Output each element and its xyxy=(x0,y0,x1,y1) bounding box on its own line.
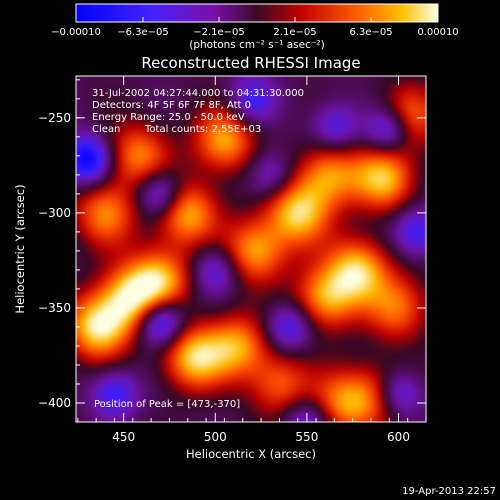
colorbar-tick-label: 0.00010 xyxy=(417,27,458,38)
y-tick-label: −400 xyxy=(38,396,71,410)
colorbar-tick-label: −0.00010 xyxy=(51,27,101,38)
x-tick-label: 600 xyxy=(387,430,410,444)
y-tick-label: −350 xyxy=(38,301,71,315)
annotation-algorithm: Clean xyxy=(92,124,120,135)
colorbar-tick-label: 6.3e−05 xyxy=(349,27,392,38)
annotations: 31-Jul-2002 04:27:44.000 to 04:31:30.000… xyxy=(92,88,304,410)
colorbar: −0.00010 −6.3e−05 −2.1e−05 2.1e−05 6.3e−05 0.… xyxy=(51,3,459,51)
axis-ticks: 450 500 550 600 −250 −300 −350 −400 xyxy=(38,76,427,444)
y-tick-label: −300 xyxy=(38,206,71,220)
colorbar-units: (photons cm⁻² s⁻¹ asec⁻²) xyxy=(189,39,324,51)
annotation-peak: Position of Peak = [473,-370] xyxy=(94,399,240,410)
heatmap-image xyxy=(76,76,426,422)
y-tick-label: −250 xyxy=(38,111,71,125)
x-tick-label: 450 xyxy=(112,430,135,444)
annotation-total-counts: Total counts: 2.55E+03 xyxy=(144,124,261,135)
plot-frame xyxy=(75,75,427,423)
colorbar-gradient xyxy=(75,3,439,23)
plot-area: 450 500 550 600 −250 −300 −350 −400 xyxy=(38,75,427,444)
x-tick-label: 500 xyxy=(204,430,227,444)
annotation-time-range: 31-Jul-2002 04:27:44.000 to 04:31:30.000 xyxy=(92,88,304,99)
chart-title: Reconstructed RHESSI Image xyxy=(141,54,360,72)
timestamp: 19-Apr-2013 22:57 xyxy=(402,486,496,497)
annotation-energy: Energy Range: 25.0 - 50.0 keV xyxy=(92,112,245,123)
y-axis-label: Heliocentric Y (arcsec) xyxy=(13,184,27,313)
x-tick-label: 550 xyxy=(295,430,318,444)
colorbar-tick-label: −2.1e−05 xyxy=(193,27,245,38)
colorbar-tick-label: −6.3e−05 xyxy=(117,27,169,38)
colorbar-ticks: −0.00010 −6.3e−05 −2.1e−05 2.1e−05 6.3e−05 0.… xyxy=(51,17,459,38)
annotation-detectors: Detectors: 4F 5F 6F 7F 8F, Att 0 xyxy=(92,100,251,111)
colorbar-tick-label: 2.1e−05 xyxy=(273,27,316,38)
x-axis-label: Heliocentric X (arcsec) xyxy=(186,447,316,461)
